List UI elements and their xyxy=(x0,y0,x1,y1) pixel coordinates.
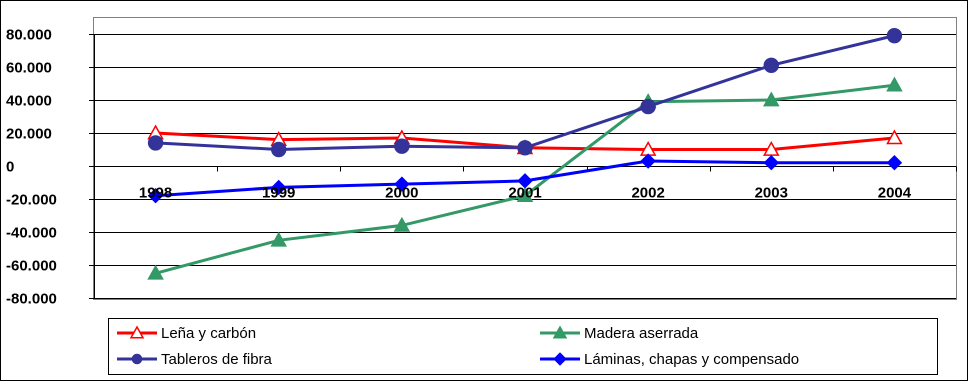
data-point xyxy=(129,325,145,339)
x-tick-label: 2002 xyxy=(631,185,664,202)
series-l-minas-chapas-y-compensado xyxy=(147,153,903,204)
x-tick-label: 1998 xyxy=(139,185,172,202)
data-point xyxy=(640,153,656,169)
data-point xyxy=(553,352,567,366)
legend-label: Láminas, chapas y compensado xyxy=(584,351,799,368)
data-point xyxy=(886,27,903,44)
y-tick-label: -40.000 xyxy=(6,225,57,242)
data-point xyxy=(763,57,779,74)
y-tick-label: 20.000 xyxy=(6,126,52,143)
series-lines xyxy=(147,27,903,280)
data-point xyxy=(271,141,287,158)
data-point xyxy=(131,353,143,365)
y-tick-label: 40.000 xyxy=(6,93,52,110)
x-tick-label: 2000 xyxy=(385,185,418,202)
data-point xyxy=(394,138,410,154)
x-tick-label: 2004 xyxy=(878,185,912,202)
y-tick-label: -80.000 xyxy=(6,291,57,308)
legend-item: Leña y carbón xyxy=(117,325,256,342)
legend-item: Tableros de fibra xyxy=(117,351,273,368)
legend-label: Madera aserrada xyxy=(584,325,699,342)
data-point xyxy=(763,154,779,171)
gridlines xyxy=(94,34,956,299)
data-point xyxy=(271,179,287,196)
data-point xyxy=(552,325,568,339)
y-tick-label: 0 xyxy=(6,159,14,176)
series-tableros-de-fibra xyxy=(147,27,903,158)
x-tick-label: 1999 xyxy=(262,185,295,202)
y-tick-label: -60.000 xyxy=(6,258,57,275)
legend-label: Tableros de fibra xyxy=(161,351,273,368)
data-point xyxy=(394,176,410,192)
plot-area xyxy=(93,17,957,300)
x-tick-label: 2001 xyxy=(508,185,541,202)
data-point xyxy=(147,135,164,151)
legend-item: Madera aserrada xyxy=(540,325,699,342)
data-point xyxy=(640,98,656,115)
data-point xyxy=(517,173,533,189)
legend: Leña y carbón Madera aserrada Tableros de … xyxy=(108,318,938,375)
data-point xyxy=(517,140,533,156)
y-tick-label: 60.000 xyxy=(6,60,52,77)
y-tick-label: -20.000 xyxy=(6,192,57,209)
y-tick-label: 80.000 xyxy=(6,27,52,44)
data-point xyxy=(147,264,164,280)
legend-label: Leña y carbón xyxy=(161,325,256,342)
data-point xyxy=(516,187,534,203)
data-point xyxy=(886,129,903,145)
x-tick-label: 2003 xyxy=(755,185,788,202)
tick-labels: -80.000 -60.000 -40.000 -20.000 0 20.000 40.00… xyxy=(6,27,912,308)
axes xyxy=(89,34,957,299)
data-point xyxy=(147,187,164,204)
data-point xyxy=(886,76,903,92)
data-point xyxy=(393,216,411,232)
legend-item: Láminas, chapas y compensado xyxy=(540,351,799,368)
data-point xyxy=(886,154,903,171)
data-point xyxy=(763,91,780,107)
data-point xyxy=(270,231,287,247)
legend-box xyxy=(108,318,938,375)
